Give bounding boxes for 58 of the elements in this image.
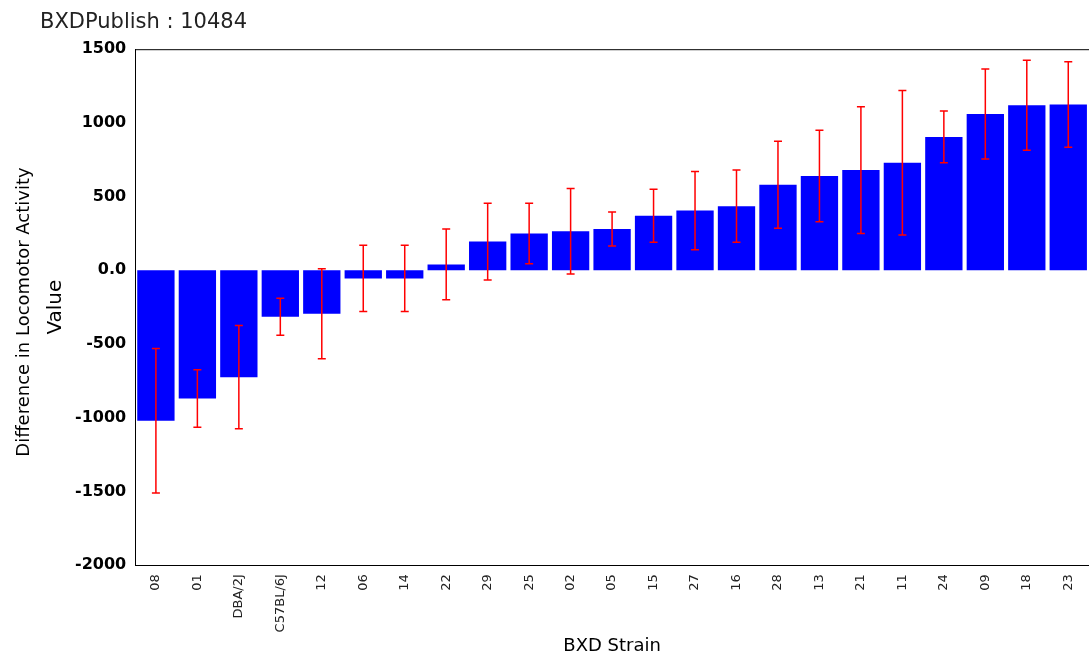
x-tick-label: 14	[396, 574, 412, 591]
bar	[303, 270, 341, 314]
x-tick-label: DBA/2J	[230, 574, 246, 619]
bar	[593, 229, 631, 271]
chart-title: BXDPublish : 10484	[40, 9, 248, 34]
bar	[261, 270, 299, 317]
x-tick-label: 13	[810, 574, 826, 591]
y-tick-label: -500	[86, 333, 127, 353]
x-tick-label: 22	[437, 574, 453, 591]
x-tick-label: 02	[561, 574, 577, 591]
x-tick-label: C57BL/6J	[271, 574, 287, 633]
x-tick-label: 01	[188, 574, 204, 591]
x-tick-label: 05	[603, 574, 619, 591]
x-tick-label: 24	[935, 574, 951, 591]
bar	[551, 231, 590, 271]
y-tick-label: -1000	[75, 406, 127, 426]
bar	[469, 241, 507, 271]
x-tick-label: 08	[147, 574, 163, 591]
y-tick-label: 1000	[81, 112, 127, 132]
bar	[344, 270, 382, 279]
x-tick-label: 27	[686, 574, 702, 591]
bar	[386, 270, 424, 279]
x-tick-label: 25	[520, 574, 536, 591]
bar	[137, 270, 175, 421]
x-tick-label: 18	[1018, 574, 1034, 591]
bar	[510, 233, 548, 271]
y-axis-title: Value	[42, 279, 67, 335]
x-axis-title: BXD Strain	[563, 633, 661, 655]
bar	[634, 215, 673, 271]
bar	[883, 162, 922, 271]
x-tick-label: 23	[1059, 574, 1075, 591]
bar	[427, 264, 465, 271]
bar	[800, 175, 839, 271]
y-tick-label: 1500	[81, 38, 127, 58]
x-tick-label: 06	[354, 574, 370, 591]
x-tick-label: 28	[769, 574, 785, 591]
bar	[178, 270, 217, 399]
x-tick-label: 12	[313, 574, 329, 591]
x-tick-label: 16	[727, 574, 743, 591]
x-tick-label: 15	[644, 574, 660, 591]
bar	[759, 184, 797, 271]
x-tick-label: 11	[893, 574, 909, 591]
x-tick-label: 21	[852, 574, 868, 591]
y-tick-label: 500	[92, 185, 127, 205]
bar	[925, 136, 963, 271]
bar	[842, 170, 880, 271]
bar	[1008, 105, 1046, 271]
bar	[220, 270, 258, 378]
x-tick-label: 09	[976, 574, 992, 591]
y-tick-label: 0.0	[97, 259, 127, 279]
y-tick-label: -2000	[75, 554, 127, 574]
y-tick-label: -1500	[75, 480, 127, 500]
bar	[966, 114, 1004, 271]
bar	[676, 210, 714, 271]
bar	[1049, 104, 1087, 271]
bar	[717, 206, 756, 271]
x-tick-label: 29	[479, 574, 495, 591]
text: Difference in Locomotor Activity	[11, 166, 33, 457]
